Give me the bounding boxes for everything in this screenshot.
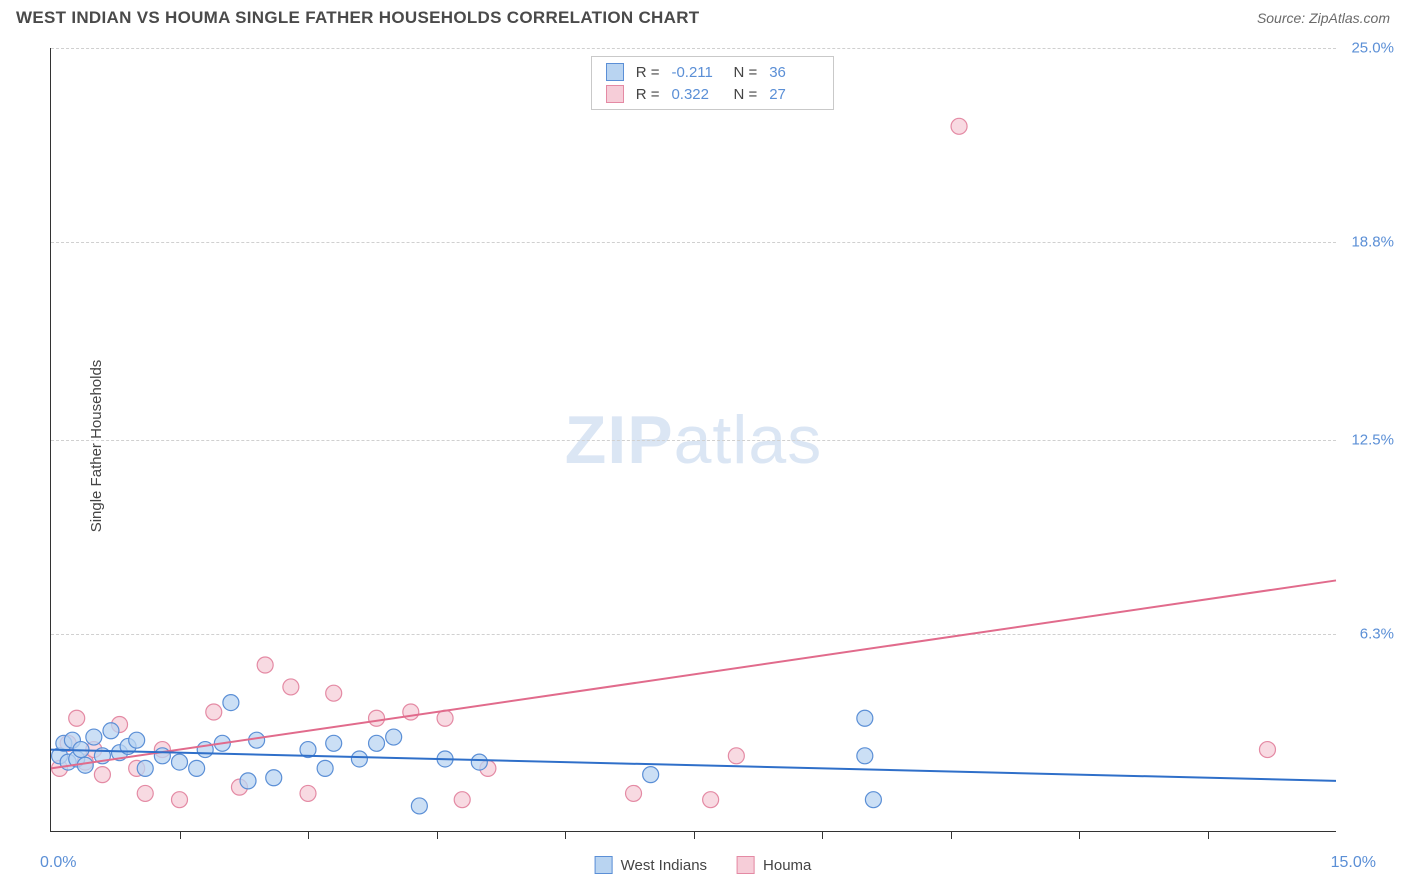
- stats-row-west-indians: R = -0.211 N = 36: [592, 61, 834, 83]
- x-axis-max-label: 15.0%: [1331, 854, 1376, 872]
- scatter-plot-svg: [51, 48, 1336, 831]
- source-label: Source: ZipAtlas.com: [1257, 10, 1390, 26]
- legend-item-west-indians: West Indians: [595, 856, 707, 874]
- stats-legend: R = -0.211 N = 36 R = 0.322 N = 27: [591, 56, 835, 110]
- y-tick-label: 12.5%: [1351, 431, 1394, 448]
- y-tick-label: 18.8%: [1351, 234, 1394, 251]
- x-axis-min-label: 0.0%: [40, 854, 76, 872]
- chart-title: WEST INDIAN VS HOUMA SINGLE FATHER HOUSE…: [16, 8, 699, 28]
- y-tick-label: 25.0%: [1351, 40, 1394, 57]
- swatch-icon: [595, 856, 613, 874]
- stats-row-houma: R = 0.322 N = 27: [592, 83, 834, 105]
- swatch-houma: [606, 85, 624, 103]
- legend-item-houma: Houma: [737, 856, 811, 874]
- series-legend: West Indians Houma: [595, 856, 812, 874]
- swatch-west-indians: [606, 63, 624, 81]
- chart-plot-area: ZIPatlas R = -0.211 N = 36 R = 0.322 N =…: [50, 48, 1336, 832]
- y-tick-label: 6.3%: [1360, 625, 1394, 642]
- swatch-icon: [737, 856, 755, 874]
